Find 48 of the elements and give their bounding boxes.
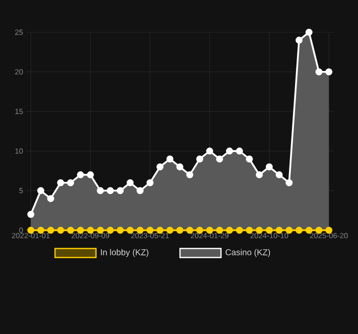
legend-label: Casino (KZ) (226, 249, 270, 257)
point (176, 226, 184, 234)
point (67, 226, 74, 234)
point (146, 179, 154, 186)
point (325, 68, 332, 76)
point (126, 179, 134, 186)
point (116, 226, 124, 234)
point (116, 187, 124, 194)
point (196, 155, 204, 162)
point (176, 163, 184, 170)
point (226, 226, 234, 234)
point (266, 163, 273, 170)
point (216, 155, 224, 162)
point (276, 171, 283, 178)
point (236, 226, 243, 234)
point (57, 179, 64, 186)
point (256, 171, 263, 178)
point (286, 179, 293, 186)
point (166, 226, 174, 234)
point (236, 148, 243, 155)
point (286, 226, 293, 234)
point (226, 148, 234, 155)
point (47, 195, 54, 202)
point (246, 155, 253, 162)
point (106, 226, 114, 234)
point (186, 171, 194, 178)
point (27, 210, 34, 218)
point (76, 171, 84, 178)
point (305, 28, 312, 36)
point (296, 226, 303, 234)
point (315, 68, 322, 76)
point (305, 226, 312, 234)
point (37, 187, 44, 194)
point (96, 187, 104, 194)
point (166, 155, 174, 162)
point (186, 226, 194, 234)
point (106, 187, 114, 194)
point (86, 171, 94, 178)
legend-label: In lobby (KZ) (100, 249, 148, 257)
point (296, 36, 303, 44)
point (156, 163, 164, 170)
point (246, 226, 253, 234)
point (206, 148, 214, 155)
point (126, 226, 134, 234)
point (67, 179, 74, 186)
point (47, 226, 54, 234)
point (136, 187, 144, 194)
point (57, 226, 64, 234)
